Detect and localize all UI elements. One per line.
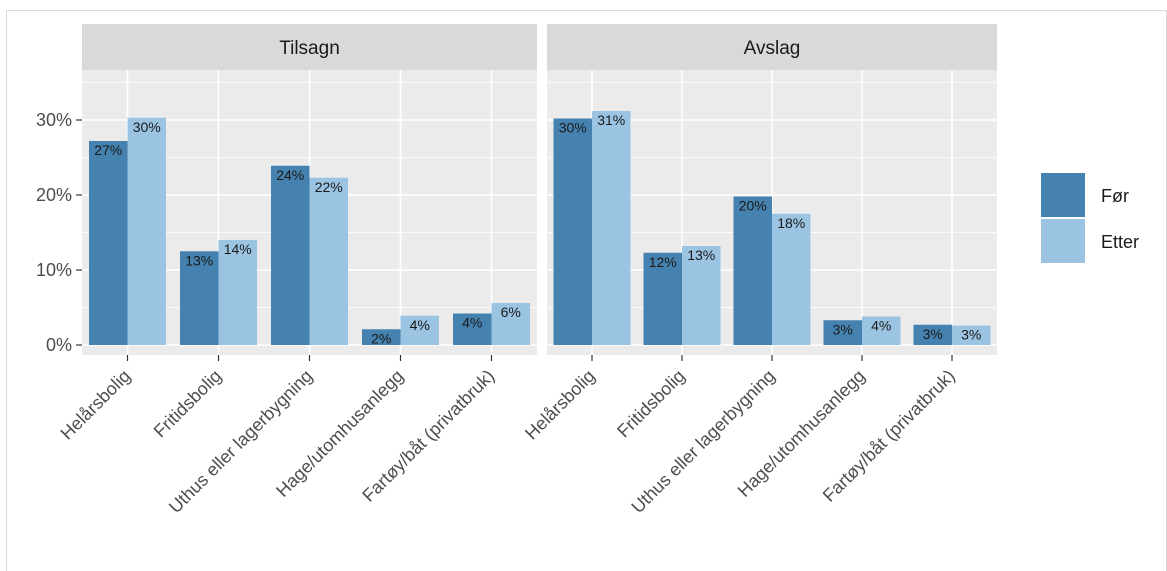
bar-for — [733, 196, 772, 345]
x-tick-label: Fritidsbolig — [613, 366, 689, 442]
x-tick-label: Fritidsbolig — [150, 366, 226, 442]
bar-data-label: 12% — [649, 254, 677, 270]
y-tick-label: 30% — [36, 110, 72, 130]
legend-label: Etter — [1101, 232, 1139, 252]
y-tick-label: 0% — [46, 335, 72, 355]
bar-data-label: 2% — [371, 330, 391, 346]
bar-etter — [862, 316, 901, 345]
bar-etter — [772, 213, 811, 345]
facet-panel-avslag: Avslag 30% 31% Helårsbolig 12% 13% Fritidsboli… — [521, 24, 997, 517]
bar-etter — [491, 303, 530, 345]
bar-data-label: 27% — [94, 142, 122, 158]
legend: Før Etter — [1041, 173, 1139, 263]
bar-for — [89, 141, 128, 345]
bar-for — [271, 165, 310, 345]
bar-for — [913, 324, 952, 345]
facet-strip-title: Avslag — [744, 38, 801, 59]
bar-data-label: 18% — [777, 215, 805, 231]
legend-swatch — [1041, 219, 1085, 263]
bar-data-label: 6% — [501, 304, 521, 320]
legend-swatch — [1041, 173, 1085, 217]
bar-for — [553, 118, 592, 345]
bar-data-label: 14% — [224, 241, 252, 257]
bar-data-label: 3% — [833, 321, 853, 337]
bar-etter — [127, 117, 166, 345]
bar-data-label: 3% — [923, 326, 943, 342]
y-tick-label: 20% — [36, 185, 72, 205]
bar-data-label: 30% — [133, 119, 161, 135]
x-tick-label: Helårsbolig — [521, 366, 599, 444]
bar-for — [823, 320, 862, 345]
bar-data-label: 22% — [315, 179, 343, 195]
bar-data-label: 13% — [687, 247, 715, 263]
bar-data-label: 4% — [871, 318, 891, 334]
bar-data-label: 4% — [410, 317, 430, 333]
y-tick-label: 10% — [36, 260, 72, 280]
bar-for — [180, 251, 219, 345]
facet-strip — [82, 24, 537, 70]
bar-data-label: 30% — [559, 120, 587, 136]
bar-for — [643, 252, 682, 345]
bar-etter — [218, 240, 257, 345]
bar-data-label: 24% — [276, 167, 304, 183]
bar-data-label: 4% — [462, 315, 482, 331]
bar-etter — [400, 315, 439, 345]
bar-for — [362, 329, 401, 345]
bar-etter — [309, 177, 348, 345]
bar-for — [453, 313, 492, 345]
bar-data-label: 3% — [961, 327, 981, 343]
facet-strip-title: Tilsagn — [279, 38, 340, 59]
bar-data-label: 31% — [597, 112, 625, 128]
bar-data-label: 20% — [739, 198, 767, 214]
legend-label: Før — [1101, 186, 1129, 206]
bar-data-label: 13% — [185, 252, 213, 268]
facet-panel-tilsagn: Tilsagn 27% 30% Helårsbolig 13% 14% Fritidsbol… — [57, 24, 537, 517]
x-tick-label: Helårsbolig — [57, 366, 135, 444]
x-tick-label: Uthus eller lagerbygning — [627, 366, 778, 517]
bar-etter — [682, 246, 721, 345]
bar-etter — [952, 325, 991, 345]
bar-etter — [592, 111, 631, 345]
facet-strip — [547, 24, 997, 70]
